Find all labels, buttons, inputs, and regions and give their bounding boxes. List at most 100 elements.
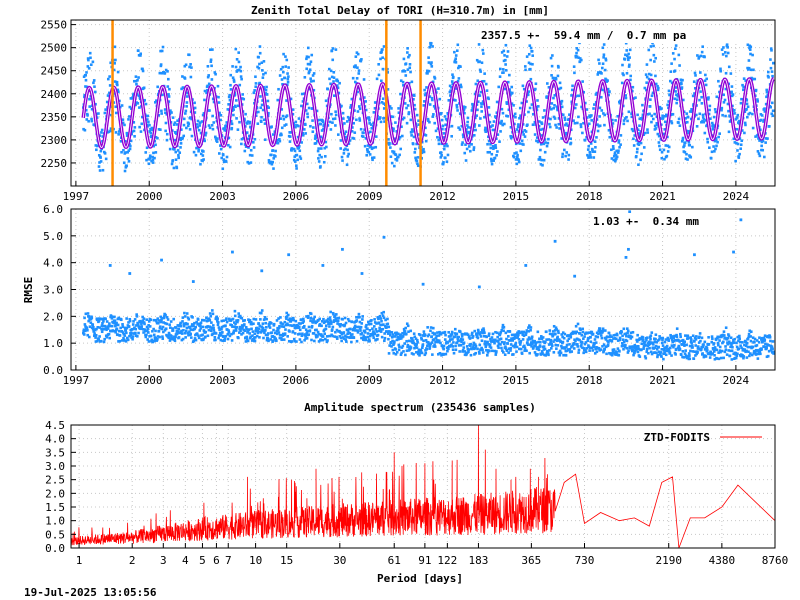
rmse-outlier (573, 274, 577, 278)
ztd-point (508, 88, 511, 91)
rmse-point (156, 338, 159, 341)
ztd-point (753, 77, 757, 81)
ztd-point (403, 69, 407, 73)
ztd-point (713, 150, 716, 153)
rmse-point (325, 340, 329, 344)
ztd-point (590, 114, 593, 117)
rmse-point (444, 352, 448, 356)
rmse-point (722, 356, 725, 360)
ztd-point (478, 68, 482, 72)
ztd-point (666, 135, 669, 139)
ztd-point (151, 128, 154, 132)
rmse-point (645, 347, 649, 351)
ztd-point (87, 67, 91, 70)
rmse-point (192, 339, 196, 343)
rmse-point (633, 343, 637, 347)
ztd-point (634, 155, 638, 158)
ztd-point (390, 115, 393, 118)
spectrum-xtick-label: 1 (76, 554, 83, 567)
ztd-point (229, 83, 232, 87)
rmse-point (105, 328, 108, 332)
rmse-point (154, 329, 157, 333)
rmse-point (160, 317, 164, 320)
rmse-point (371, 327, 374, 330)
ztd-point (182, 117, 186, 121)
rmse-point (621, 338, 625, 341)
ztd-point (164, 68, 168, 72)
ztd-point (338, 81, 341, 85)
rmse-point (201, 333, 204, 337)
rmse-point (426, 341, 430, 344)
ztd-point (186, 124, 190, 128)
ztd-point (582, 121, 585, 125)
ztd-point (486, 150, 490, 154)
ztd-point (517, 160, 521, 164)
ztd-point (506, 80, 510, 84)
rmse-point (281, 322, 284, 326)
ztd-point (517, 158, 520, 162)
ztd-point (312, 88, 316, 92)
rmse-point (193, 321, 196, 325)
rmse-point (576, 345, 579, 348)
rmse-point (177, 336, 181, 339)
rmse-point (109, 329, 113, 333)
rmse-point (722, 334, 726, 337)
ztd-point (394, 121, 397, 124)
rmse-point (383, 339, 386, 343)
ztd-point (141, 69, 145, 73)
rmse-point (563, 332, 567, 336)
ztd-point (614, 159, 617, 163)
rmse-xtick-label: 2021 (649, 374, 676, 387)
ztd-point (319, 122, 323, 126)
rmse-point (381, 327, 385, 331)
rmse-point (441, 331, 445, 335)
ztd-point (648, 105, 652, 108)
ztd-point (311, 74, 315, 77)
ztd-point (210, 123, 214, 127)
ztd-point (353, 109, 356, 112)
rmse-point (378, 329, 381, 333)
rmse-point (324, 327, 328, 331)
rmse-point (214, 332, 218, 335)
rmse-point (100, 330, 104, 334)
ztd-point (395, 159, 399, 162)
rmse-point (210, 321, 213, 324)
ztd-point (127, 118, 130, 121)
rmse-point (686, 334, 690, 338)
ztd-point (91, 60, 95, 64)
rmse-point (653, 346, 657, 349)
ztd-point (183, 77, 187, 80)
ztd-point (518, 142, 522, 145)
rmse-point (760, 348, 763, 351)
rmse-point (307, 314, 310, 318)
ztd-point (151, 155, 154, 159)
ztd-point (500, 121, 503, 125)
ztd-point (340, 104, 343, 108)
ztd-point (370, 156, 374, 160)
ztd-point (408, 66, 412, 70)
rmse-point (194, 338, 198, 342)
ztd-point (323, 146, 327, 150)
rmse-point (223, 337, 227, 341)
rmse-point (578, 332, 582, 335)
rmse-point (480, 331, 483, 334)
ztd-point (531, 54, 535, 57)
ztd-point (130, 132, 133, 136)
rmse-point (448, 339, 451, 343)
rmse-point (329, 320, 333, 323)
ztd-point (286, 77, 290, 81)
ztd-point (539, 128, 542, 131)
ztd-point (597, 71, 600, 74)
ztd-point (414, 147, 417, 151)
ztd-point (567, 158, 570, 161)
rmse-point (283, 320, 287, 324)
ztd-point (83, 93, 86, 97)
rmse-point (97, 338, 101, 341)
rmse-point (402, 327, 406, 331)
rmse-point (569, 334, 572, 337)
ztd-point (487, 106, 491, 109)
rmse-point (286, 323, 290, 327)
rmse-point (727, 349, 730, 352)
ztd-point (658, 105, 662, 109)
ztd-point (701, 116, 705, 119)
